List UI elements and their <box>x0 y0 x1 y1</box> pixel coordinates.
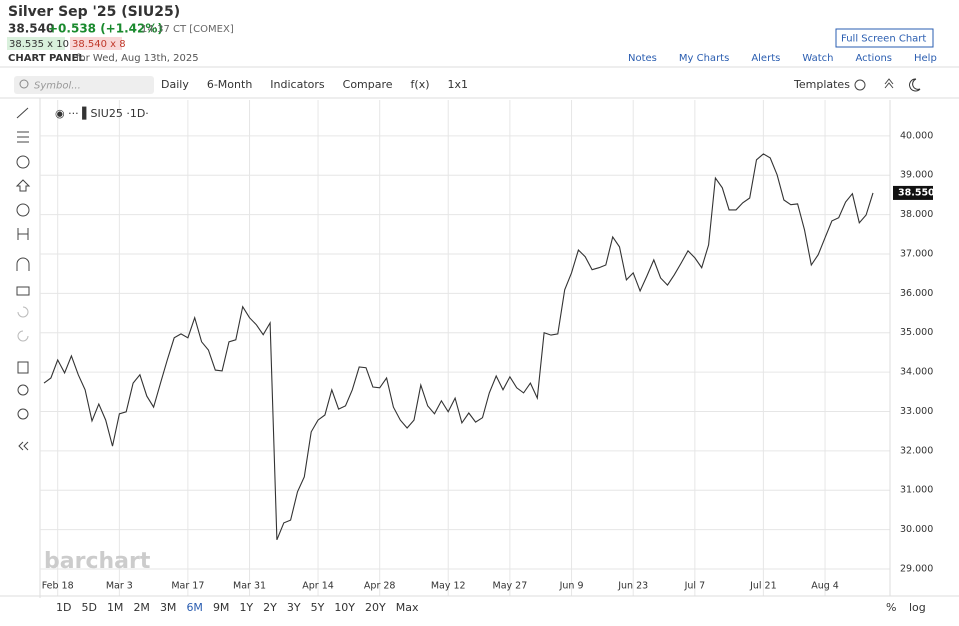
ask-box <box>70 37 122 50</box>
x-tick-label: Jul 7 <box>684 581 706 592</box>
range-button[interactable]: 1M <box>107 601 124 614</box>
y-tick-label: 40.000 <box>900 130 933 141</box>
toolbar-item[interactable]: 1x1 <box>448 78 469 91</box>
tool-icon[interactable] <box>17 228 29 240</box>
range-button[interactable]: 20Y <box>365 601 386 614</box>
lock-icon[interactable] <box>16 286 30 296</box>
x-tick-label: Aug 4 <box>811 581 839 592</box>
title: Silver Sep '25 (SIU25) <box>8 4 180 20</box>
delete-icon[interactable] <box>17 361 29 374</box>
y-tick-label: 31.000 <box>900 485 933 496</box>
log-toggle[interactable]: log <box>909 601 926 614</box>
tool-icon[interactable] <box>16 155 30 169</box>
x-tick-label: May 27 <box>493 581 528 592</box>
price-line <box>43 153 874 541</box>
range-button[interactable]: 3M <box>160 601 177 614</box>
change: +0.538 (+1.42%) <box>48 22 163 36</box>
range-button[interactable]: 1D <box>56 601 71 614</box>
x-tick-label: Jun 23 <box>617 581 648 592</box>
theme-icon[interactable] <box>909 78 921 92</box>
magnet-icon[interactable] <box>16 257 30 271</box>
y-tick-label: 30.000 <box>900 524 933 535</box>
ask: 38.540 x 8 <box>72 39 126 50</box>
range-button[interactable]: 2Y <box>263 601 277 614</box>
redo-icon[interactable] <box>17 330 29 342</box>
symbol-input[interactable] <box>14 76 154 94</box>
tool-icon[interactable] <box>16 107 29 119</box>
full-screen-label[interactable]: Full Screen Chart <box>841 34 926 45</box>
price: 38.540 <box>8 22 54 36</box>
range-button[interactable]: 10Y <box>334 601 355 614</box>
templates[interactable]: Templates <box>793 78 850 91</box>
header-link[interactable]: Notes <box>628 53 657 64</box>
header-link[interactable]: Help <box>914 53 937 64</box>
bid: 38.535 x 10 <box>9 39 69 50</box>
y-tick-label: 37.000 <box>900 248 933 259</box>
tool-icon[interactable] <box>16 203 30 217</box>
last-price-label: 38.550 <box>898 187 935 198</box>
y-tick-label: 35.000 <box>900 327 933 338</box>
range-button[interactable]: 1Y <box>239 601 253 614</box>
collapse-sidebar-icon[interactable] <box>18 441 29 451</box>
tool-icon[interactable] <box>15 179 31 192</box>
bid-box <box>7 37 65 50</box>
tool-icon[interactable] <box>17 131 29 143</box>
sidebar <box>15 107 31 451</box>
x-tick-label: Jun 9 <box>559 581 584 592</box>
range-button[interactable]: 5Y <box>311 601 325 614</box>
toolbar-item[interactable]: Indicators <box>270 78 325 91</box>
toolbar-item[interactable]: Compare <box>343 78 393 91</box>
range-button[interactable]: 3Y <box>287 601 301 614</box>
x-tick-label: Feb 18 <box>42 581 74 592</box>
header-link[interactable]: Actions <box>855 53 892 64</box>
zoom-in-icon[interactable] <box>17 384 29 396</box>
toolbar-item[interactable]: f(x) <box>411 78 430 91</box>
range-button[interactable]: 6M <box>186 601 203 614</box>
panel-label: CHART PANEL <box>8 53 85 64</box>
y-tick-label: 29.000 <box>900 563 933 574</box>
range-button[interactable]: 9M <box>213 601 230 614</box>
legend: ◉ ··· ▌SIU25 ·1D· <box>55 106 149 120</box>
toolbar-item[interactable]: Daily <box>161 78 189 91</box>
watermark: barchart <box>44 549 151 574</box>
full-screen-button[interactable] <box>835 28 934 48</box>
panel-date: for Wed, Aug 13th, 2025 <box>76 53 199 64</box>
symbol-placeholder[interactable]: Symbol... <box>34 81 81 92</box>
header-link[interactable]: Watch <box>802 53 833 64</box>
x-tick-label: Mar 17 <box>171 581 204 592</box>
y-tick-label: 34.000 <box>900 367 933 378</box>
y-tick-label: 38.000 <box>900 209 933 220</box>
range-button[interactable]: 2M <box>133 601 150 614</box>
y-tick-label: 39.000 <box>900 170 933 181</box>
header-link[interactable]: My Charts <box>679 53 729 64</box>
undo-icon[interactable] <box>17 306 29 318</box>
last-price-box <box>893 185 933 200</box>
x-tick-label: Mar 31 <box>233 581 266 592</box>
x-tick-label: Jul 21 <box>749 581 777 592</box>
range-button[interactable]: 5D <box>81 601 96 614</box>
toolbar-item[interactable]: 6-Month <box>207 78 252 91</box>
time: 14:37 CT [COMEX] <box>141 24 234 35</box>
zoom-out-icon[interactable] <box>17 408 29 420</box>
x-tick-label: Apr 14 <box>302 581 334 592</box>
collapse-icon[interactable] <box>884 78 894 89</box>
percent-toggle[interactable]: % <box>886 601 896 614</box>
legend-label: SIU25 ·1D· <box>91 107 149 120</box>
x-tick-label: Mar 3 <box>106 581 133 592</box>
range-button[interactable]: Max <box>396 601 419 614</box>
x-tick-label: Apr 28 <box>364 581 396 592</box>
settings-icon[interactable] <box>854 79 866 91</box>
y-tick-label: 32.000 <box>900 445 933 456</box>
header-link[interactable]: Alerts <box>751 53 780 64</box>
search-icon <box>19 79 29 89</box>
x-tick-label: May 12 <box>431 581 466 592</box>
y-tick-label: 33.000 <box>900 406 933 417</box>
y-tick-label: 36.000 <box>900 288 933 299</box>
